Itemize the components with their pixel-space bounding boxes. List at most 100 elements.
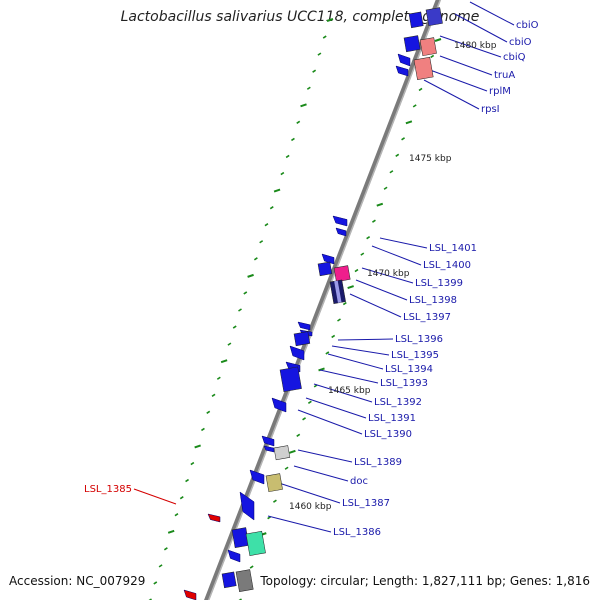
gene-block[interactable]: [273, 445, 291, 461]
scale-tick-outer: [296, 120, 301, 125]
scale-tick-outer: [158, 564, 163, 568]
gene-label-lsl_1386[interactable]: LSL_1386: [333, 527, 381, 538]
leader-line: [439, 55, 493, 76]
scale-tick-inner: [238, 598, 242, 600]
scale-tick-inner: [325, 351, 330, 355]
gene-block[interactable]: [333, 265, 351, 283]
gene-label-cbio[interactable]: cbiO: [509, 37, 532, 48]
gene-label-rpsi[interactable]: rpsI: [481, 104, 500, 115]
scale-tick-outer: [269, 205, 274, 210]
scale-tick-outer: [317, 52, 322, 56]
genome-backbone-highlight: [207, 0, 442, 600]
leader-line: [305, 397, 367, 419]
gene-label-lsl_1396[interactable]: LSL_1396: [395, 334, 443, 345]
gene-block[interactable]: [221, 571, 237, 589]
leader-line: [337, 338, 394, 341]
leader-line: [361, 267, 414, 284]
genome-backbone: [204, 0, 441, 600]
leader-line: [423, 79, 480, 110]
gene-block[interactable]: [425, 7, 443, 27]
gene-block[interactable]: [231, 527, 250, 549]
scale-tick-outer: [290, 137, 295, 142]
gene-arrow[interactable]: [207, 513, 221, 523]
gene-arrow[interactable]: [263, 445, 275, 453]
scale-tick-inner: [272, 499, 277, 503]
gene-label-cbiq[interactable]: cbiQ: [503, 52, 526, 63]
scale-tick-inner: [347, 285, 354, 290]
gene-label-lsl_1389[interactable]: LSL_1389: [354, 457, 402, 468]
gene-stripe: [334, 280, 342, 303]
scale-tick-outer: [280, 171, 285, 176]
leader-line: [429, 69, 488, 92]
scale-labels: 1480 kbp 1475 kbp 1470 kbp 1465 kbp 1460 kbp: [289, 41, 497, 512]
gene-block[interactable]: [245, 530, 266, 556]
gene-label-lsl_1387[interactable]: LSL_1387: [342, 498, 390, 509]
gene-arrow[interactable]: [227, 549, 241, 563]
scale-tick-outer: [227, 342, 232, 346]
gene-arrow[interactable]: [183, 589, 197, 600]
scale-tick-inner: [342, 301, 347, 306]
gene-arrow[interactable]: [335, 227, 347, 237]
gene-arrow[interactable]: [397, 53, 411, 67]
gene-arrow[interactable]: [395, 65, 409, 77]
scale-tick-inner: [366, 235, 371, 240]
gene-arrow[interactable]: [271, 397, 287, 413]
gene-block[interactable]: [235, 569, 254, 592]
scale-tick-inner: [395, 153, 400, 157]
gene-features: [183, 7, 443, 600]
scale-tick-outer: [148, 598, 152, 600]
gene-arrow[interactable]: [261, 435, 275, 447]
gene-label-lsl_1399[interactable]: LSL_1399: [415, 278, 463, 289]
scale-tick-inner: [389, 170, 394, 174]
scale-label: 1465 kbp: [328, 386, 371, 396]
label-leader-lines: [133, 1, 515, 533]
gene-label-lsl_1395[interactable]: LSL_1395: [391, 350, 439, 361]
gene-label-doc[interactable]: doc: [350, 476, 368, 487]
gene-label-cbio[interactable]: cbiO: [516, 20, 539, 31]
scale-tick-outer: [216, 376, 221, 380]
scale-tick-inner: [430, 54, 435, 59]
gene-label-lsl_1393[interactable]: LSL_1393: [380, 378, 428, 389]
scale-tick-outer: [211, 393, 216, 397]
gene-arrow[interactable]: [249, 469, 265, 485]
gene-label-lsl_1385[interactable]: LSL_1385: [84, 484, 132, 495]
leader-line: [327, 353, 384, 370]
scale-tick-inner: [376, 202, 384, 207]
gene-arrow[interactable]: [289, 345, 305, 361]
gene-label-lsl_1391[interactable]: LSL_1391: [368, 413, 416, 424]
scale-tick-outer: [206, 410, 211, 415]
gene-label-trua[interactable]: truA: [494, 70, 515, 81]
scale-tick-outer: [326, 18, 334, 22]
gene-label-lsl_1400[interactable]: LSL_1400: [423, 260, 471, 271]
gene-label-lsl_1401[interactable]: LSL_1401: [429, 243, 477, 254]
scale-tick-outer: [306, 86, 311, 90]
gene-label-lsl_1397[interactable]: LSL_1397: [403, 312, 451, 323]
scale-tick-inner: [383, 186, 388, 190]
gene-block[interactable]: [317, 261, 333, 277]
scale-ticks: [148, 18, 442, 600]
gene-block[interactable]: [408, 11, 424, 29]
gene-block[interactable]: [403, 35, 421, 53]
gene-block[interactable]: [265, 473, 283, 493]
gene-block[interactable]: [279, 366, 302, 392]
gene-label-lsl_1392[interactable]: LSL_1392: [374, 397, 422, 408]
gene-arrow[interactable]: [239, 491, 255, 521]
gene-label-lsl_1390[interactable]: LSL_1390: [364, 429, 412, 440]
scale-tick-outer: [153, 581, 158, 585]
scale-tick-inner: [354, 268, 359, 273]
gene-arrow[interactable]: [332, 215, 348, 227]
scale-tick-outer: [220, 359, 228, 364]
scale-tick-inner: [412, 104, 417, 108]
scale-tick-inner: [360, 252, 365, 256]
gene-arrow[interactable]: [297, 321, 311, 331]
scale-tick-outer: [264, 223, 269, 227]
gene-label-lsl_1394[interactable]: LSL_1394: [385, 364, 433, 375]
scale-tick-outer: [300, 103, 307, 108]
gene-block[interactable]: [413, 56, 434, 80]
gene-arrow[interactable]: [321, 253, 335, 265]
gene-label-lsl_1398[interactable]: LSL_1398: [409, 295, 457, 306]
gene-block[interactable]: [419, 37, 437, 57]
gene-label-rplm[interactable]: rplM: [489, 86, 511, 97]
gene-block[interactable]: [293, 331, 311, 347]
leader-line: [293, 465, 349, 482]
